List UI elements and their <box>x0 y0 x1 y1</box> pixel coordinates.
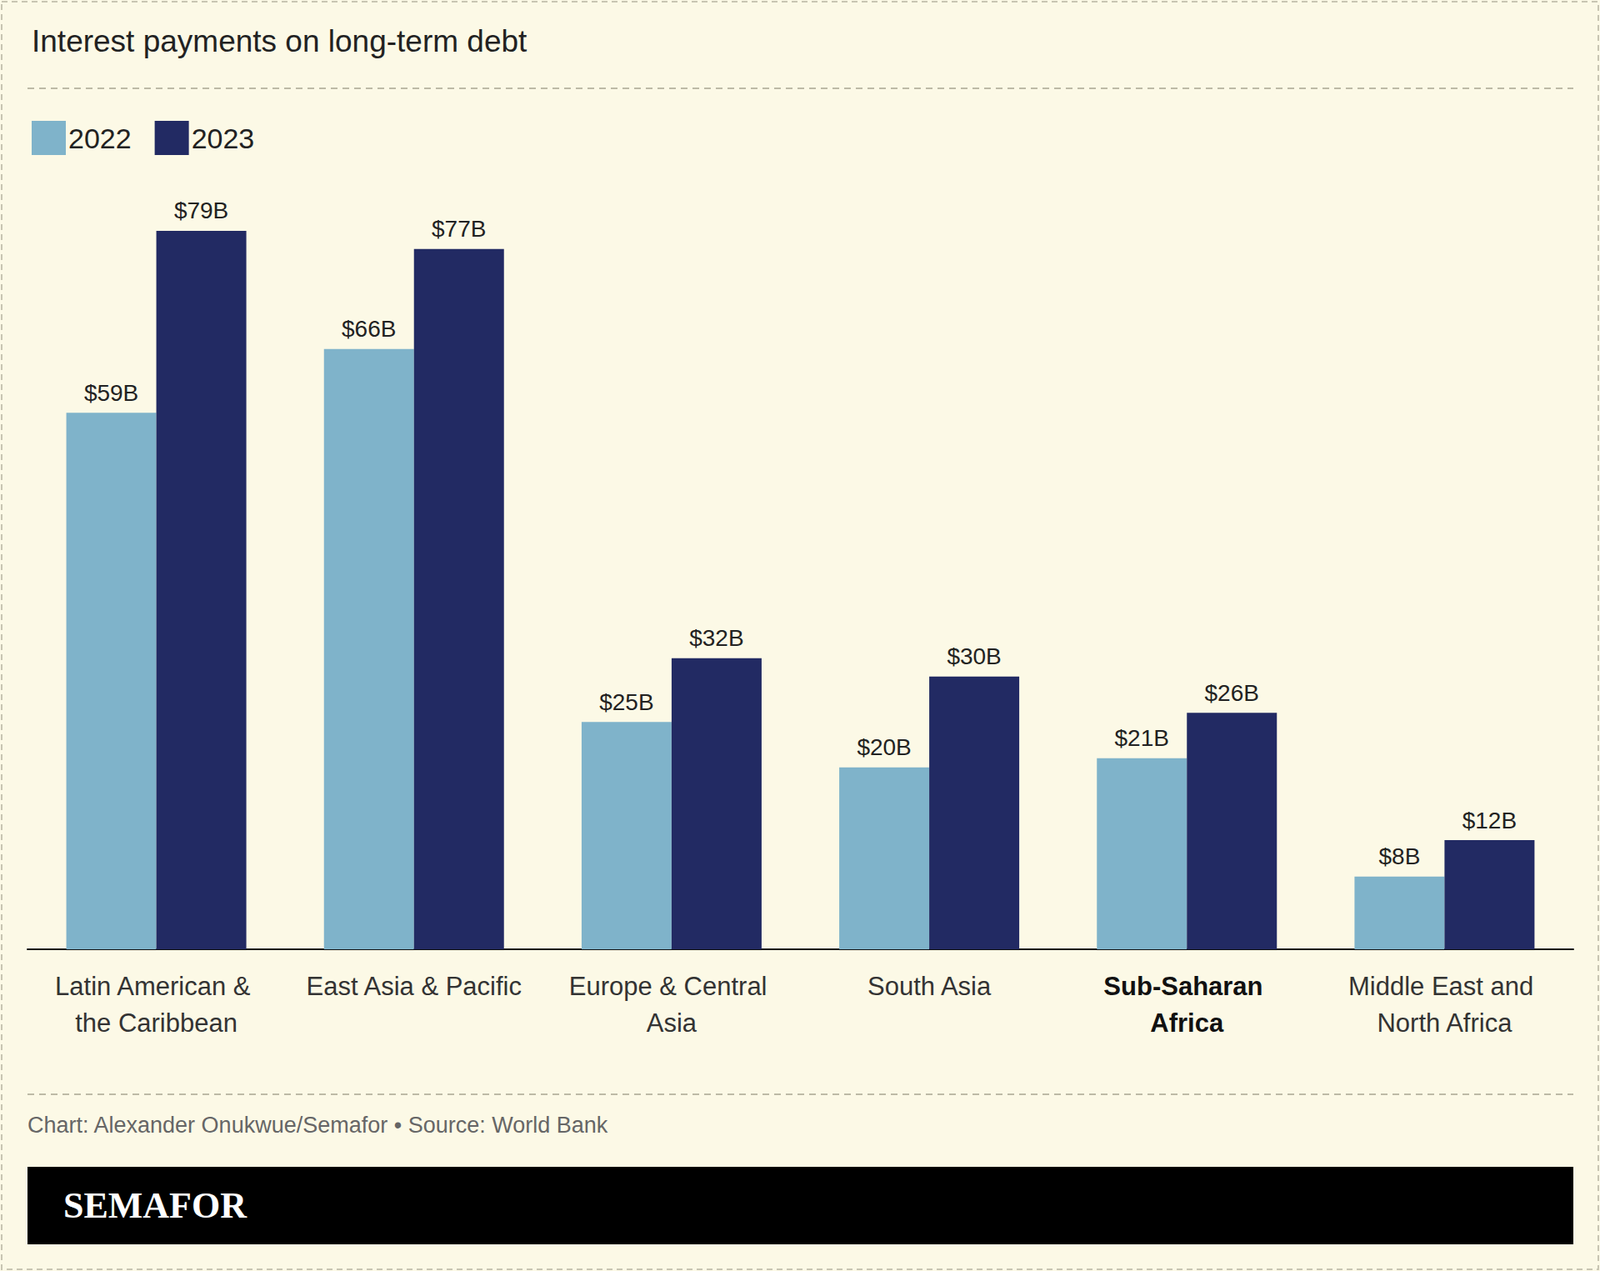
svg-text:$66B: $66B <box>341 315 396 342</box>
svg-text:North Africa: North Africa <box>1376 1008 1513 1038</box>
svg-text:Asia: Asia <box>646 1008 698 1038</box>
svg-text:$26B: $26B <box>1205 680 1260 706</box>
svg-text:Sub-Saharan: Sub-Saharan <box>1103 971 1270 1001</box>
svg-text:Middle East and: Middle East and <box>1348 971 1541 1001</box>
svg-text:$8B: $8B <box>1379 843 1421 870</box>
svg-text:$25B: $25B <box>599 689 654 715</box>
svg-text:2023: 2023 <box>191 122 255 155</box>
svg-text:$20B: $20B <box>856 734 911 760</box>
svg-text:Interest payments on long-term: Interest payments on long-term debt <box>31 24 528 59</box>
svg-text:$32B: $32B <box>689 625 744 651</box>
svg-text:$77B: $77B <box>431 215 486 242</box>
svg-text:2022: 2022 <box>68 122 132 155</box>
svg-text:$59B: $59B <box>84 380 139 406</box>
svg-text:$21B: $21B <box>1115 725 1170 751</box>
svg-text:$30B: $30B <box>946 643 1001 670</box>
svg-text:Africa: Africa <box>1150 1008 1225 1038</box>
svg-text:Chart: Alexander Onukwue/Semaf: Chart: Alexander Onukwue/Semafor • Sourc… <box>27 1112 609 1138</box>
svg-text:South Asia: South Asia <box>867 971 992 1001</box>
svg-text:Europe & Central: Europe & Central <box>569 971 775 1001</box>
svg-text:$12B: $12B <box>1462 807 1517 834</box>
svg-text:SEMAFOR: SEMAFOR <box>63 1185 248 1226</box>
svg-text:East Asia & Pacific: East Asia & Pacific <box>306 971 522 1001</box>
svg-text:the Caribbean: the Caribbean <box>75 1008 238 1038</box>
svg-text:Latin American &: Latin American & <box>55 971 258 1001</box>
svg-text:$79B: $79B <box>174 197 229 224</box>
